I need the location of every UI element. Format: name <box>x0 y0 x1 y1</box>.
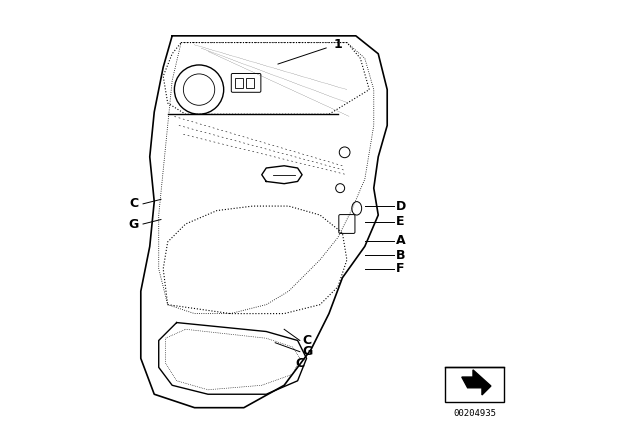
Bar <box>235 78 243 88</box>
Text: C: C <box>129 197 139 211</box>
Text: B: B <box>396 249 406 262</box>
Text: 1: 1 <box>333 38 342 52</box>
Text: A: A <box>396 234 406 247</box>
Polygon shape <box>462 370 491 395</box>
Text: C: C <box>302 334 311 347</box>
Text: G: G <box>128 217 139 231</box>
Text: G: G <box>302 345 312 358</box>
Text: E: E <box>396 215 404 228</box>
Text: C: C <box>296 357 305 370</box>
Text: D: D <box>396 199 406 213</box>
Text: 00204935: 00204935 <box>453 409 496 418</box>
Bar <box>246 78 254 88</box>
Text: F: F <box>396 262 404 276</box>
Bar <box>445 367 504 402</box>
